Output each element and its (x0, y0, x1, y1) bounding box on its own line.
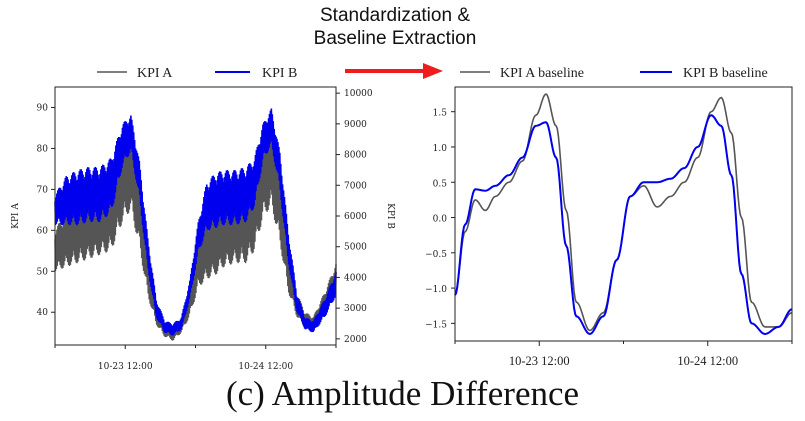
right-chart-series-layer (454, 93, 793, 335)
y2-tick-label: 4000 (344, 273, 367, 283)
legend-kpi-b-baseline-label: KPI B baseline (683, 66, 768, 81)
y2-tick-label: 10000 (344, 89, 373, 99)
y-tick-label: 0.0 (433, 215, 448, 225)
y2-tick-label: 7000 (344, 181, 367, 191)
series-kpi-a-line (54, 123, 337, 341)
series-kpi-a-baseline-line (454, 93, 793, 332)
legend-kpi-b-label: KPI B (262, 66, 297, 81)
y2-tick-label: 6000 (344, 212, 367, 222)
y2-tick-label: 9000 (344, 120, 367, 130)
left-chart: 40 50 60 70 80 90 2000 3000 4000 5000 6000 7000 800… (11, 86, 395, 372)
x-tick-label: 10-23 12:00 (509, 354, 570, 368)
legend-kpi-a-label: KPI A (137, 66, 173, 81)
y2-tick-label: 8000 (344, 151, 367, 161)
red-arrow-head (423, 63, 443, 79)
series-kpi-b-line (54, 108, 337, 336)
series-kpi-b-baseline-line (454, 114, 793, 335)
left-x-axis-ticks: 10-23 12:00 10-24 12:00 (54, 345, 337, 372)
y-tick-label: 50 (37, 267, 49, 277)
left-y2-axis-label: KPI B (385, 203, 395, 229)
y-tick-label: 1.0 (433, 144, 448, 154)
y-tick-label: 60 (37, 226, 49, 236)
y-tick-label: 1.5 (433, 109, 448, 119)
left-y-axis-label: KPI A (11, 203, 21, 229)
right-legend: KPI A baseline KPI B baseline (460, 66, 768, 81)
arrow-label-line2: Baseline Extraction (313, 28, 477, 49)
right-y-axis-ticks: −1.5 −1.0 −0.5 0.0 0.5 1.0 1.5 (425, 109, 455, 330)
right-chart: −1.5−1.0−0.50.00.51.01.5 10-23 12:00 10-2… (425, 86, 793, 368)
x-tick-label: 10-24 12:00 (238, 362, 293, 372)
right-x-axis-ticks: 10-23 12:00 10-24 12:00 (454, 341, 793, 368)
y2-tick-label: 3000 (344, 304, 367, 314)
left-y2-axis-ticks: 2000 3000 4000 5000 6000 7000 8000 9000 10000 (336, 89, 373, 345)
figure-caption: (c) Amplitude Difference (225, 374, 580, 413)
y2-tick-label: 5000 (344, 243, 367, 253)
left-y-axis-ticks: 40 50 60 70 80 90 (37, 103, 55, 318)
y-tick-label: −1.5 (425, 320, 447, 330)
y-tick-label: 90 (37, 103, 49, 113)
y-tick-label: 70 (37, 185, 49, 195)
y-tick-label: 80 (37, 144, 49, 154)
arrow-label-line1: Standardization & (320, 5, 470, 26)
y-tick-label: 0.5 (433, 179, 448, 189)
right-plot-frame (454, 86, 793, 342)
y-tick-label: −1.0 (425, 285, 447, 295)
x-tick-label: 10-24 12:00 (677, 354, 738, 368)
y-tick-label: 40 (37, 308, 49, 318)
legend-kpi-a-baseline-label: KPI A baseline (500, 66, 584, 81)
y-tick-label: −0.5 (425, 250, 447, 260)
left-chart-series-layer (54, 108, 337, 341)
x-tick-label: 10-23 12:00 (98, 362, 153, 372)
y2-tick-label: 2000 (344, 335, 367, 345)
left-legend: KPI A KPI B (97, 66, 297, 81)
